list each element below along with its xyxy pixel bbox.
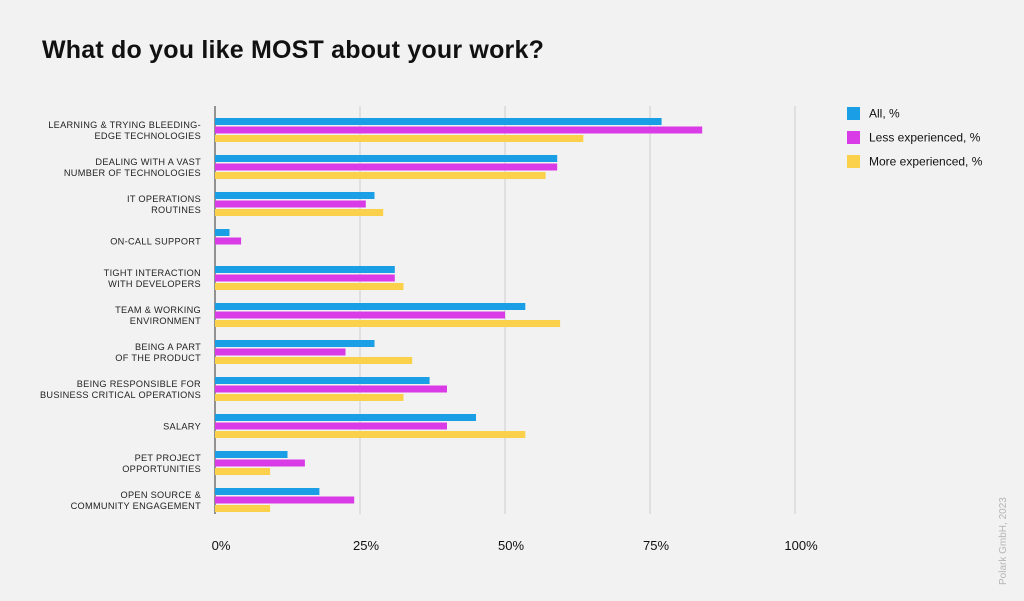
bar — [215, 459, 305, 467]
copyright-watermark: Polark GmbH, 2023 — [998, 497, 1009, 585]
x-axis-ticks: 0% 25% 50% 75% 100% — [212, 538, 818, 553]
bar — [215, 340, 375, 347]
bar — [215, 155, 558, 162]
bar — [215, 172, 546, 179]
legend-swatch — [847, 107, 860, 120]
legend: All, % Less experienced, % More experience… — [847, 107, 983, 169]
x-tick-label: 100% — [784, 538, 818, 553]
x-tick-label: 0% — [212, 538, 231, 553]
bar — [215, 357, 413, 364]
bar — [215, 505, 271, 512]
bar — [215, 274, 395, 282]
category-label: PET PROJECT OPPORTUNITIES — [122, 453, 201, 474]
bar — [215, 303, 526, 310]
legend-label: Less experienced, % — [869, 131, 981, 145]
bar — [215, 200, 366, 208]
category-label: LEARNING & TRYING BLEEDING-EDGE TECHNOLO… — [48, 120, 201, 141]
bar — [215, 192, 375, 199]
bar — [215, 348, 346, 356]
bar — [215, 163, 558, 171]
x-tick-label: 25% — [353, 538, 379, 553]
category-labels: LEARNING & TRYING BLEEDING-EDGE TECHNOLO… — [40, 120, 201, 511]
legend-label: All, % — [869, 107, 900, 121]
legend-swatch — [847, 131, 860, 144]
bar — [215, 311, 505, 319]
x-tick-label: 75% — [643, 538, 669, 553]
category-label: ON-CALL SUPPORT — [110, 236, 201, 246]
bar — [215, 237, 242, 245]
legend-label: More experienced, % — [869, 155, 983, 169]
category-label: TEAM & WORKING ENVIRONMENT — [115, 305, 201, 326]
bar — [215, 118, 662, 125]
category-label: IT OPERATIONS ROUTINES — [127, 194, 201, 215]
bar — [215, 229, 230, 236]
bar — [215, 135, 584, 142]
category-label: DEALING WITH A VAST NUMBER OF TECHNOLOGIE… — [64, 157, 201, 178]
bar — [215, 488, 320, 495]
bar — [215, 266, 395, 273]
category-label: BEING RESPONSIBLE FOR BUSINESS CRITICAL O… — [40, 379, 201, 400]
bar — [215, 451, 288, 458]
bars — [215, 118, 703, 512]
bar — [215, 385, 447, 393]
bar — [215, 320, 561, 327]
bar — [215, 468, 271, 475]
category-label: SALARY — [163, 421, 201, 431]
category-label: OPEN SOURCE & COMMUNITY ENGAGEMENT — [71, 490, 201, 511]
legend-swatch — [847, 155, 860, 168]
bar — [215, 394, 404, 401]
bar — [215, 283, 404, 290]
bar — [215, 414, 476, 421]
bar — [215, 377, 430, 384]
bar — [215, 422, 447, 430]
x-tick-label: 50% — [498, 538, 524, 553]
category-label: BEING A PART OF THE PRODUCT — [115, 342, 201, 363]
bar — [215, 496, 355, 504]
bar — [215, 209, 384, 216]
bar — [215, 126, 703, 134]
bar — [215, 431, 526, 438]
category-label: TIGHT INTERACTION WITH DEVELOPERS — [104, 268, 201, 289]
chart-title: What do you like MOST about your work? — [42, 36, 545, 64]
